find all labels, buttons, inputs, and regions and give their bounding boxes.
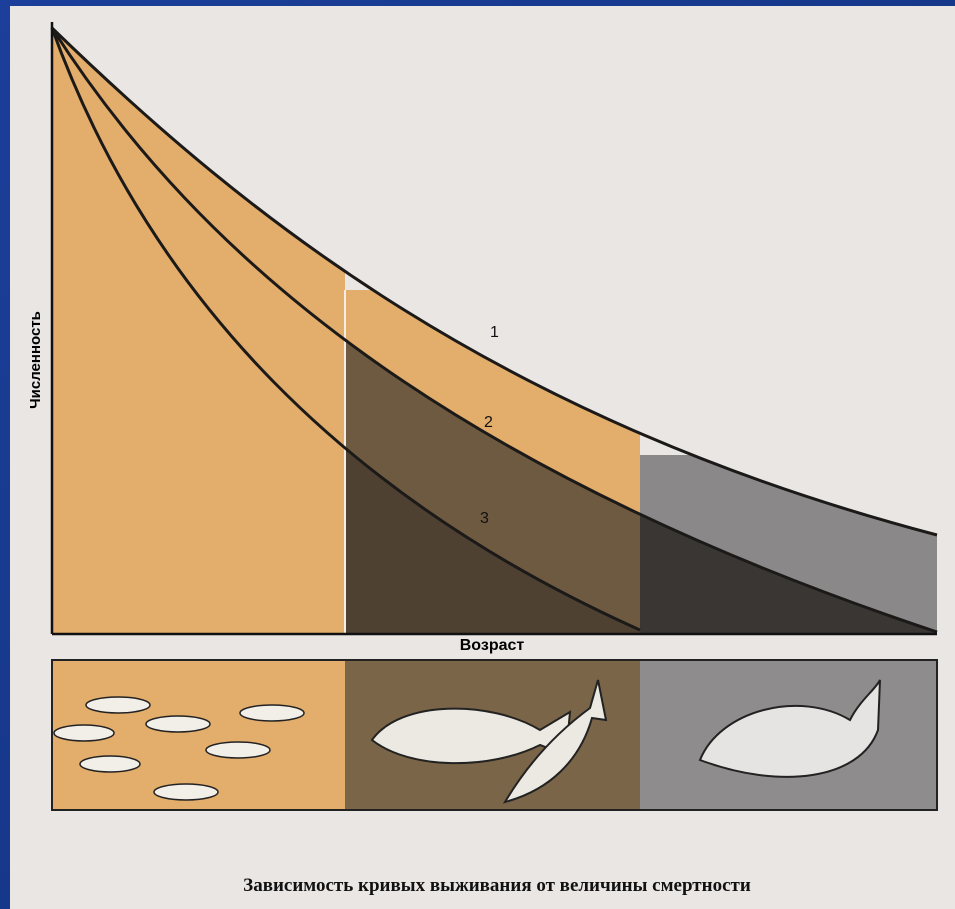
curve-2 (50, 27, 938, 634)
column-young (52, 28, 345, 633)
curves (50, 26, 938, 634)
column-adult (345, 290, 640, 633)
y-axis-label: Численность (27, 311, 44, 409)
fry (53, 696, 305, 801)
carp (698, 679, 881, 778)
curve-label: 2 (484, 414, 493, 431)
curve-1 (50, 26, 938, 537)
column-old (640, 455, 937, 633)
x-axis-label: Возраст (460, 637, 525, 654)
fish-panel (51, 659, 938, 811)
curve-3 (50, 27, 641, 632)
curve-label: 3 (480, 510, 489, 527)
curve-label: 1 (490, 324, 499, 341)
perch (370, 679, 608, 804)
caption: Зависимость кривых выживания от величины… (243, 875, 751, 896)
